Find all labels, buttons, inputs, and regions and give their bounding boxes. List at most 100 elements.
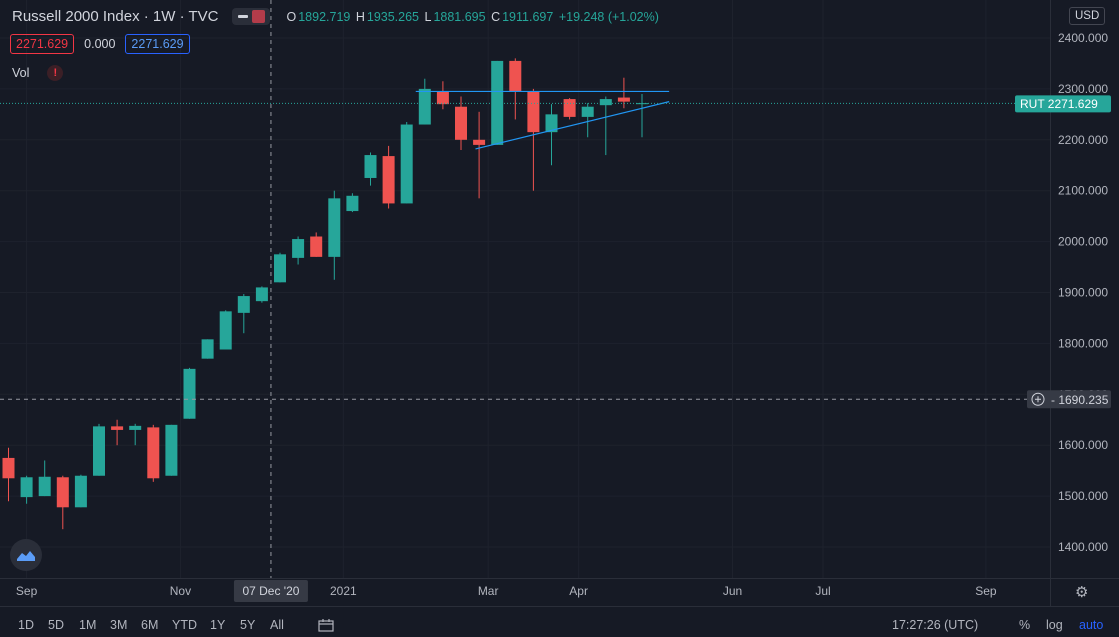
y-tick-label: 1900.000 (1058, 286, 1108, 300)
candle-down (147, 427, 160, 479)
timeframe-6m[interactable]: 6M (141, 618, 159, 632)
x-tick-label: Nov (170, 584, 191, 598)
candle-up (418, 88, 431, 125)
candle-down (56, 477, 69, 508)
high-value: 1935.265 (366, 9, 420, 24)
candle-up (38, 476, 51, 497)
crosshair-price-label: - 1690.235 (1051, 393, 1109, 407)
candle-up (201, 339, 214, 359)
candle-up (20, 477, 33, 498)
candle-up (237, 296, 250, 313)
low-label: L (424, 9, 432, 24)
x-tick-label: Mar (478, 584, 499, 598)
log-toggle[interactable]: log (1046, 618, 1063, 632)
settings-gear-icon[interactable]: ⚙ (1075, 584, 1089, 601)
timeframe-3m[interactable]: 3M (110, 618, 128, 632)
candle-down (563, 99, 576, 117)
value-box-red[interactable]: 2271.629 (10, 34, 75, 54)
timeframe-5d[interactable]: 5D (48, 618, 64, 632)
close-value: 1911.697 (502, 9, 554, 24)
utc-clock[interactable]: 17:27:26 (UTC) (892, 618, 979, 632)
timeframe-1y[interactable]: 1Y (210, 618, 226, 632)
candle-up (74, 475, 87, 508)
warning-icon[interactable]: ! (47, 65, 64, 81)
candle-up (93, 426, 105, 476)
chart-legend: Russell 2000 Index · 1W · TVC O 1892.719 … (12, 8, 661, 25)
bottom-toolbar: 1D 5D 1M 3M 6M YTD 1Y 5Y All 17:27:26 (U… (0, 606, 1119, 633)
timeframe-1d[interactable]: 1D (18, 618, 34, 632)
candle-up (346, 195, 359, 212)
candle-up (599, 99, 612, 106)
candle-up (219, 311, 232, 350)
auto-toggle[interactable]: auto (1079, 618, 1104, 632)
timeframe-5y[interactable]: 5Y (240, 618, 256, 632)
candle-up (292, 239, 305, 258)
y-tick-label: 2400.000 (1058, 31, 1108, 45)
change-value: +19.248 (+1.02%) (558, 9, 659, 24)
crosshair-price-bg (1027, 390, 1111, 409)
open-label: O (286, 9, 297, 24)
legend-toggle-icon[interactable] (232, 8, 271, 25)
candle-down (455, 106, 467, 140)
candle-up (129, 425, 142, 430)
candle-down (473, 139, 486, 145)
candle-down (2, 457, 15, 479)
date-range-icon[interactable] (318, 618, 334, 635)
currency-button[interactable]: USD (1069, 7, 1106, 25)
tradingview-logo-icon[interactable] (10, 539, 42, 571)
low-value: 1881.695 (433, 9, 486, 24)
volume-legend: Vol ! (12, 65, 64, 81)
candle-up (364, 155, 377, 178)
candle-up (545, 114, 558, 133)
symbol-title[interactable]: Russell 2000 Index · 1W · TVC (12, 8, 219, 25)
candle-down (509, 60, 522, 92)
candle-down (617, 97, 630, 102)
crosshair-plus-icon (1031, 392, 1045, 406)
price-tag-bg (1015, 95, 1111, 113)
high-label: H (355, 9, 365, 24)
value-box-blue[interactable]: 2271.629 (125, 34, 190, 54)
y-tick-label: 1500.000 (1058, 489, 1108, 503)
crosshair-date-label: 07 Dec '20 (242, 584, 299, 598)
y-tick-label: 1600.000 (1058, 438, 1108, 452)
x-tick-label: Jun (723, 584, 742, 598)
y-tick-label: 2100.000 (1058, 184, 1108, 198)
candle-up (400, 124, 413, 204)
candle-up (581, 106, 594, 117)
candle-down (310, 236, 323, 257)
candle-up (183, 368, 196, 419)
vol-label[interactable]: Vol (12, 66, 30, 80)
timeframe-all[interactable]: All (270, 618, 284, 632)
candle-down (436, 91, 449, 105)
candle-up (255, 287, 268, 302)
price-tag-label: RUT 2271.629 (1020, 97, 1098, 111)
candle-down (382, 156, 395, 204)
candle-up (491, 60, 504, 145)
open-value: 1892.719 (298, 9, 351, 24)
trendline (475, 101, 670, 150)
y-tick-label: 2200.000 (1058, 133, 1108, 147)
candle-down (527, 91, 540, 133)
value-zero: 0.000 (84, 37, 116, 51)
candle-down (111, 426, 124, 430)
y-tick-label: 2000.000 (1058, 235, 1108, 249)
candle-up (328, 198, 341, 257)
percent-toggle[interactable]: % (1019, 618, 1031, 632)
close-label: C (491, 9, 501, 24)
x-tick-label: Apr (569, 584, 588, 598)
crosshair-date-bg (233, 580, 308, 602)
x-tick-label: Sep (975, 584, 997, 598)
x-tick-label: Sep (16, 584, 38, 598)
y-tick-label: 2300.000 (1058, 82, 1108, 96)
timeframe-ytd[interactable]: YTD (172, 618, 197, 632)
x-tick-label: Jul (815, 584, 830, 598)
y-tick-label: 1800.000 (1058, 336, 1108, 350)
x-tick-label: 2021 (330, 584, 357, 598)
y-tick-label: 1400.000 (1058, 540, 1108, 554)
indicator-values: 2271.629 0.000 2271.629 (10, 34, 190, 54)
candle-up (165, 424, 178, 476)
candle-up (274, 254, 286, 283)
timeframe-1m[interactable]: 1M (79, 618, 97, 632)
